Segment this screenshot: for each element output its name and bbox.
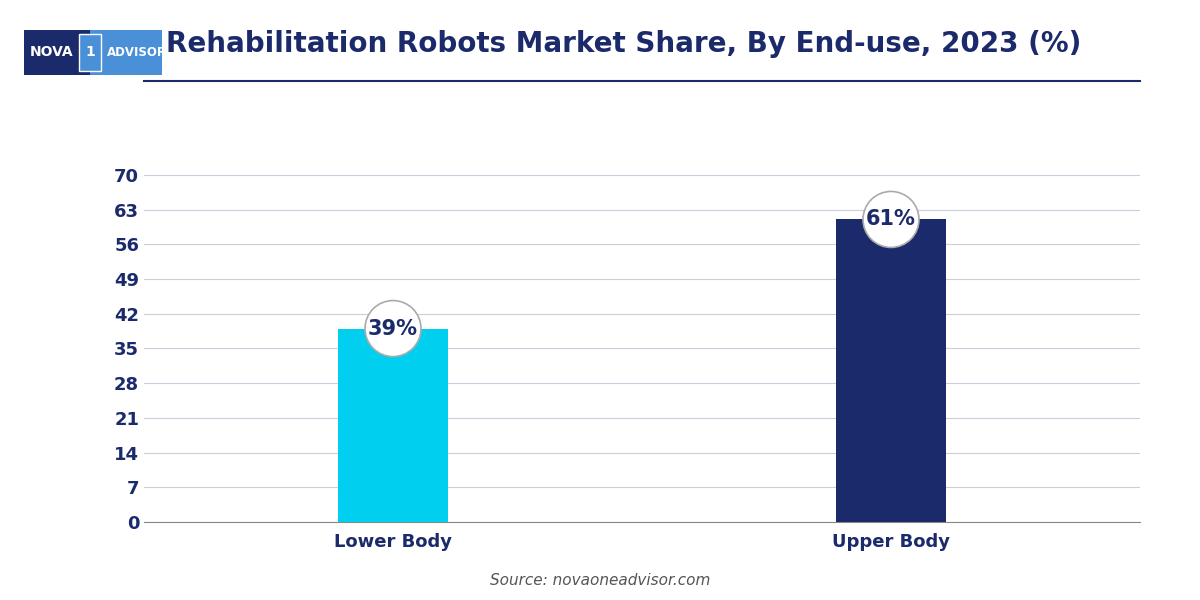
- Bar: [338, 329, 448, 522]
- FancyBboxPatch shape: [79, 34, 101, 71]
- Text: Source: novaoneadvisor.com: Source: novaoneadvisor.com: [490, 573, 710, 588]
- Bar: [836, 220, 946, 522]
- Text: NOVA: NOVA: [30, 46, 73, 59]
- Text: Rehabilitation Robots Market Share, By End-use, 2023 (%): Rehabilitation Robots Market Share, By E…: [167, 30, 1081, 58]
- Ellipse shape: [863, 191, 919, 247]
- Text: ADVISOR: ADVISOR: [107, 46, 167, 59]
- Text: 39%: 39%: [368, 319, 418, 338]
- FancyBboxPatch shape: [24, 30, 162, 75]
- FancyBboxPatch shape: [90, 30, 162, 75]
- Text: 1: 1: [85, 46, 95, 59]
- Ellipse shape: [365, 301, 421, 356]
- Text: 61%: 61%: [866, 209, 916, 229]
